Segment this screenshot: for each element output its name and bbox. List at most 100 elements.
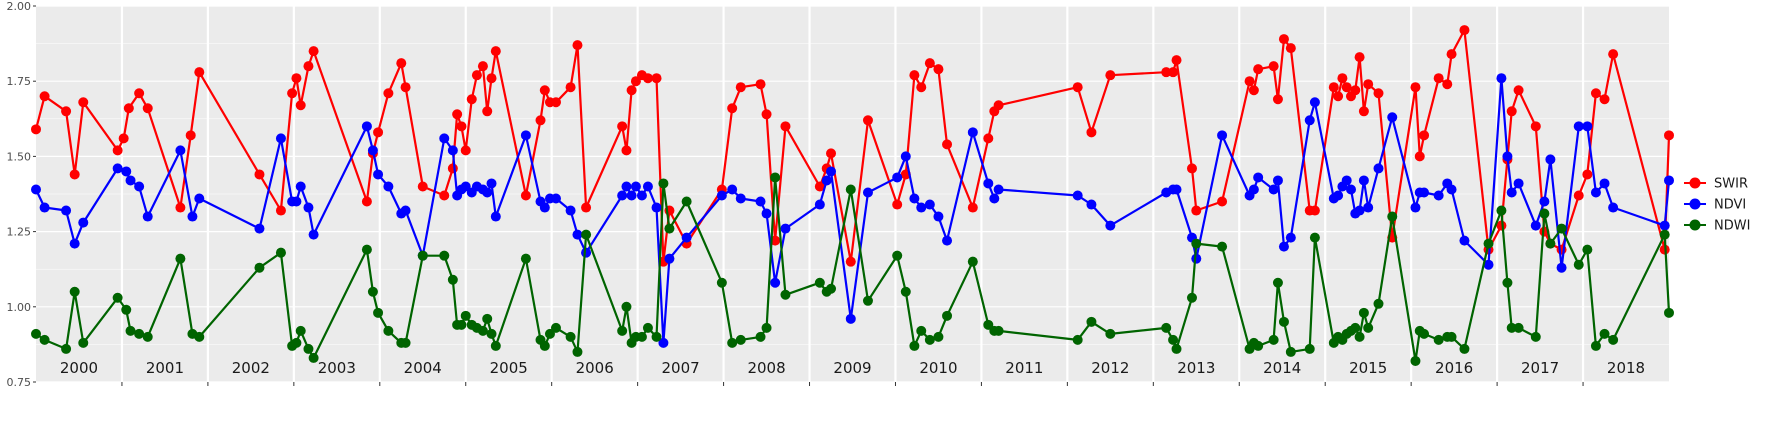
data-point-swir	[1086, 127, 1097, 138]
data-point-ndvi	[681, 232, 692, 243]
data-point-swir	[814, 181, 825, 192]
data-point-swir	[1309, 205, 1320, 216]
data-point-ndvi	[550, 193, 561, 204]
data-point-ndvi	[187, 211, 198, 222]
data-point-ndvi	[1086, 199, 1097, 210]
data-point-swir	[1513, 85, 1524, 96]
year-label: 2012	[1091, 359, 1129, 377]
data-point-ndwi	[1161, 322, 1172, 333]
data-point-ndvi	[1072, 190, 1083, 201]
data-point-ndwi	[1590, 340, 1601, 351]
data-point-ndwi	[1664, 307, 1674, 318]
data-point-ndvi	[1304, 115, 1315, 126]
year-label: 2017	[1521, 359, 1559, 377]
data-point-ndwi	[1513, 322, 1524, 333]
data-point-ndvi	[1333, 190, 1344, 201]
data-point-ndvi	[439, 133, 450, 144]
data-point-ndwi	[175, 253, 186, 264]
data-point-ndwi	[520, 253, 531, 264]
data-point-swir	[993, 100, 1004, 111]
data-point-ndwi	[308, 352, 319, 363]
data-point-ndwi	[439, 250, 450, 261]
data-point-ndvi	[125, 175, 136, 186]
year-label: 2005	[490, 359, 528, 377]
data-point-ndwi	[1410, 355, 1421, 366]
data-point-ndvi	[31, 184, 41, 195]
data-point-ndwi	[1433, 334, 1444, 345]
data-point-ndvi	[1556, 262, 1567, 273]
data-point-ndwi	[373, 307, 384, 318]
data-point-swir	[123, 103, 134, 114]
data-point-ndwi	[1530, 331, 1541, 342]
data-point-swir	[1253, 64, 1264, 75]
data-point-ndvi	[539, 202, 550, 213]
data-point-ndvi	[520, 130, 531, 141]
data-point-ndwi	[61, 343, 72, 354]
data-point-ndwi	[550, 322, 561, 333]
data-point-swir	[254, 169, 265, 180]
data-point-swir	[626, 85, 637, 96]
data-point-swir	[1582, 169, 1593, 180]
y-tick-label: 1.75	[7, 75, 32, 88]
data-point-ndwi	[1285, 346, 1296, 357]
data-point-ndwi	[892, 250, 903, 261]
data-point-swir	[1350, 85, 1361, 96]
data-point-swir	[1217, 196, 1228, 207]
data-point-swir	[477, 61, 488, 72]
data-point-ndwi	[681, 196, 692, 207]
data-point-swir	[642, 73, 653, 84]
data-point-ndvi	[291, 196, 302, 207]
data-point-swir	[1373, 88, 1384, 99]
data-point-swir	[1328, 82, 1339, 93]
data-point-ndvi	[361, 121, 372, 132]
data-point-ndwi	[636, 331, 647, 342]
data-point-swir	[1442, 79, 1453, 90]
data-point-ndvi	[1309, 97, 1320, 108]
data-point-ndwi	[456, 319, 467, 330]
data-point-swir	[490, 46, 501, 57]
data-point-swir	[1161, 67, 1172, 78]
data-point-ndvi	[134, 181, 145, 192]
legend: SWIR NDVI NDWI	[1684, 177, 1750, 234]
data-point-swir	[118, 133, 129, 144]
year-label: 2001	[146, 359, 184, 377]
grid-lines	[36, 5, 1669, 383]
data-point-ndvi	[447, 145, 458, 156]
data-point-ndvi	[924, 199, 935, 210]
data-point-ndwi	[1086, 316, 1097, 327]
data-point-ndwi	[361, 244, 372, 255]
data-point-swir	[439, 190, 450, 201]
data-point-swir	[1599, 94, 1610, 105]
data-point-ndwi	[1545, 238, 1556, 249]
data-point-ndwi	[1483, 238, 1494, 249]
y-tick-label: 1.00	[7, 301, 32, 314]
data-point-swir	[826, 148, 837, 159]
data-point-ndvi	[1608, 202, 1619, 213]
y-tick-label: 2.00	[7, 0, 32, 13]
data-point-swir	[142, 103, 153, 114]
data-point-swir	[482, 106, 493, 117]
data-point-ndwi	[1217, 241, 1228, 252]
data-point-swir	[1191, 205, 1202, 216]
data-point-ndvi	[39, 202, 50, 213]
data-point-swir	[383, 88, 394, 99]
data-point-swir	[780, 121, 791, 132]
data-point-swir	[581, 202, 592, 213]
data-point-swir	[735, 82, 746, 93]
data-point-ndwi	[993, 325, 1004, 336]
data-point-ndwi	[1304, 343, 1315, 354]
data-point-swir	[862, 115, 873, 126]
data-point-swir	[1608, 49, 1619, 60]
data-point-swir	[755, 79, 766, 90]
data-point-swir	[61, 106, 72, 117]
data-point-ndvi	[1268, 184, 1279, 195]
data-point-swir	[1168, 67, 1179, 78]
data-point-swir	[112, 145, 123, 156]
data-point-ndwi	[477, 325, 488, 336]
data-point-ndvi	[1171, 184, 1182, 195]
data-point-ndvi	[1483, 259, 1494, 270]
data-point-swir	[1072, 82, 1083, 93]
data-point-swir	[1433, 73, 1444, 84]
data-point-ndwi	[642, 322, 653, 333]
data-point-ndvi	[78, 217, 89, 228]
